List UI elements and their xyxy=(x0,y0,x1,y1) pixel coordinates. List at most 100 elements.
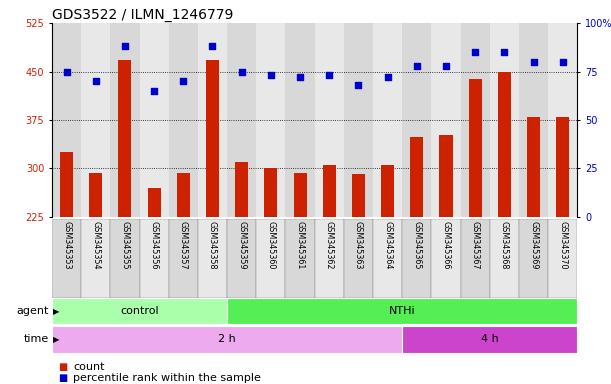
Text: GSM345354: GSM345354 xyxy=(91,221,100,270)
Text: count: count xyxy=(73,362,105,372)
Text: GSM345359: GSM345359 xyxy=(237,221,246,270)
Text: control: control xyxy=(120,306,159,316)
Point xyxy=(354,82,364,88)
Point xyxy=(295,74,305,80)
Point xyxy=(208,43,218,50)
Bar xyxy=(461,23,490,217)
Bar xyxy=(402,23,431,217)
Bar xyxy=(52,298,227,324)
Bar xyxy=(527,117,540,217)
Bar xyxy=(461,219,490,298)
Bar xyxy=(227,23,256,217)
Text: GDS3522 / ILMN_1246779: GDS3522 / ILMN_1246779 xyxy=(52,8,233,22)
Bar xyxy=(352,174,365,217)
Bar xyxy=(227,219,256,298)
Bar xyxy=(235,162,248,217)
Text: GSM345360: GSM345360 xyxy=(266,221,276,270)
Bar xyxy=(469,79,482,217)
Bar xyxy=(431,23,461,217)
Text: GSM345366: GSM345366 xyxy=(442,221,450,270)
Point xyxy=(558,59,568,65)
Text: GSM345358: GSM345358 xyxy=(208,221,217,270)
Bar xyxy=(81,23,111,217)
Text: 2 h: 2 h xyxy=(218,334,236,344)
Bar xyxy=(52,219,81,298)
Text: ■: ■ xyxy=(58,362,67,372)
Text: agent: agent xyxy=(16,306,49,316)
Bar xyxy=(81,219,111,298)
Text: GSM345355: GSM345355 xyxy=(120,221,130,270)
Text: GSM345361: GSM345361 xyxy=(296,221,304,270)
Bar xyxy=(52,326,402,353)
Bar xyxy=(498,71,511,217)
Point xyxy=(412,63,422,69)
Bar xyxy=(410,137,423,217)
Text: percentile rank within the sample: percentile rank within the sample xyxy=(73,373,261,383)
Bar xyxy=(556,117,569,217)
Text: GSM345363: GSM345363 xyxy=(354,221,363,270)
Bar xyxy=(52,23,81,217)
Bar xyxy=(402,326,577,353)
Text: GSM345369: GSM345369 xyxy=(529,221,538,270)
Point xyxy=(266,72,276,78)
Bar xyxy=(169,219,198,298)
Bar xyxy=(293,173,307,217)
Bar xyxy=(439,135,453,217)
Bar xyxy=(89,173,102,217)
Bar xyxy=(285,23,315,217)
Text: GSM345368: GSM345368 xyxy=(500,221,509,270)
Text: GSM345364: GSM345364 xyxy=(383,221,392,270)
Bar xyxy=(206,60,219,217)
Bar xyxy=(315,23,344,217)
Bar xyxy=(373,23,402,217)
Bar xyxy=(431,219,461,298)
Point xyxy=(149,88,159,94)
Bar xyxy=(256,23,285,217)
Bar xyxy=(490,219,519,298)
Bar xyxy=(285,219,315,298)
Bar xyxy=(344,23,373,217)
Text: ▶: ▶ xyxy=(53,307,59,316)
Point xyxy=(62,68,71,74)
Point xyxy=(441,63,451,69)
Bar xyxy=(548,23,577,217)
Bar xyxy=(519,219,548,298)
Text: GSM345362: GSM345362 xyxy=(325,221,334,270)
Point xyxy=(91,78,101,84)
Point xyxy=(382,74,392,80)
Point xyxy=(500,49,510,55)
Text: ■: ■ xyxy=(58,373,67,383)
Bar xyxy=(402,219,431,298)
Point xyxy=(237,68,247,74)
Bar xyxy=(548,219,577,298)
Text: GSM345367: GSM345367 xyxy=(470,221,480,270)
Point xyxy=(529,59,538,65)
Bar xyxy=(139,23,169,217)
Bar xyxy=(111,219,139,298)
Text: GSM345356: GSM345356 xyxy=(150,221,159,270)
Bar xyxy=(519,23,548,217)
Text: ▶: ▶ xyxy=(53,335,59,344)
Bar xyxy=(265,169,277,217)
Bar xyxy=(198,219,227,298)
Bar xyxy=(169,23,198,217)
Bar xyxy=(381,165,394,217)
Bar xyxy=(256,219,285,298)
Bar xyxy=(177,173,190,217)
Bar xyxy=(323,165,336,217)
Bar xyxy=(344,219,373,298)
Point xyxy=(470,49,480,55)
Bar xyxy=(227,298,577,324)
Bar xyxy=(60,152,73,217)
Point xyxy=(178,78,188,84)
Bar xyxy=(147,188,161,217)
Bar xyxy=(111,23,139,217)
Bar xyxy=(373,219,402,298)
Text: time: time xyxy=(24,334,49,344)
Text: GSM345357: GSM345357 xyxy=(179,221,188,270)
Bar xyxy=(315,219,344,298)
Bar xyxy=(198,23,227,217)
Point xyxy=(120,43,130,50)
Point xyxy=(324,72,334,78)
Text: NTHi: NTHi xyxy=(389,306,415,316)
